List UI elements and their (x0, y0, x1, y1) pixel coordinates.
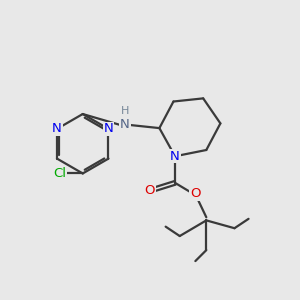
Text: N: N (120, 118, 130, 131)
Text: O: O (145, 184, 155, 197)
Text: Cl: Cl (54, 167, 67, 180)
Text: N: N (52, 122, 62, 135)
Text: O: O (190, 187, 201, 200)
Text: N: N (170, 150, 180, 163)
Text: N: N (103, 122, 113, 135)
Text: H: H (121, 106, 129, 116)
